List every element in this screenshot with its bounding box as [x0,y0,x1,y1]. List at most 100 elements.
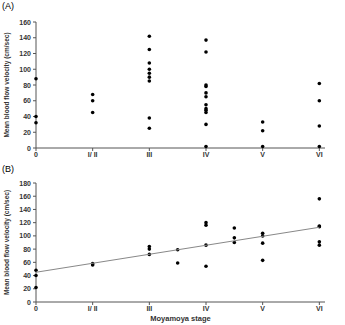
point [204,224,208,228]
y-tick-label: 100 [19,232,31,239]
y-tick [33,53,36,54]
y-tick [33,222,36,223]
point [34,121,38,125]
point [318,82,322,86]
point [204,145,208,149]
x-axis [36,302,325,303]
point [261,259,265,263]
plot-area [34,197,321,289]
point [34,268,38,272]
point [204,103,208,107]
point [318,124,322,128]
x-axis [36,148,325,149]
y-tick-label: 40 [23,272,31,279]
point [318,240,322,244]
point [148,247,152,251]
y-tick-label: 80 [23,82,31,89]
point [204,265,208,269]
point [204,38,208,42]
y-tick-label: 60 [23,259,31,266]
regression-line [36,227,319,272]
point [148,116,152,120]
point [148,127,152,131]
y-tick-label: 0 [27,299,31,306]
point [91,111,95,115]
point [91,99,95,103]
point [318,197,322,201]
x-tick-label: IV [203,305,210,312]
x-tick-label: 0 [34,305,38,312]
x-tick-label: IV [203,151,210,158]
y-tick [33,183,36,184]
point [34,286,38,290]
panel: (B)0204060801001201401601800I/ IIIIIIVVV… [2,164,325,323]
panel: (A)0204060801001201401600I/ IIIIIIVVVIMe… [2,1,325,158]
point [34,274,38,278]
y-tick-label: 20 [23,129,31,136]
point [233,226,237,230]
point [204,123,208,127]
x-tick-label: I/ II [88,305,98,312]
point [318,145,322,149]
point [34,115,38,119]
y-axis-label: Mean blood flow velocity (cm/sec) [3,190,11,295]
point [261,241,265,245]
y-tick-label: 140 [19,206,31,213]
x-tick-label: III [146,305,152,312]
y-tick [33,235,36,236]
y-tick [33,85,36,86]
point [148,67,152,71]
y-tick-label: 120 [19,50,31,57]
point [204,85,208,89]
y-axis [36,183,37,302]
y-tick-label: 20 [23,285,31,292]
y-tick [33,196,36,197]
x-tick-label: VI [316,151,323,158]
point [91,93,95,97]
point [176,261,180,265]
y-tick [33,249,36,250]
x-tick-label: VI [316,305,323,312]
y-tick [33,132,36,133]
y-tick-label: 160 [19,193,31,200]
point [204,91,208,95]
y-tick [33,69,36,70]
y-tick-label: 120 [19,219,31,226]
y-tick-label: 0 [27,145,31,152]
y-tick [33,209,36,210]
x-tick-label: III [146,151,152,158]
y-tick-label: 40 [23,113,31,120]
point [148,61,152,65]
point [261,129,265,133]
point [261,145,265,149]
point [148,79,152,83]
y-tick-label: 180 [19,180,31,187]
y-tick [33,262,36,263]
x-tick-label: I/ II [88,151,98,158]
y-tick-label: 100 [19,66,31,73]
point [148,71,152,75]
x-tick-label: 0 [34,151,38,158]
y-tick [33,37,36,38]
y-tick-label: 60 [23,97,31,104]
point [148,34,152,38]
y-axis-label: Mean blood flow velocity (cm/sec) [3,32,11,137]
point [261,120,265,124]
x-axis-label: Moyamoya stage [150,314,210,323]
point [204,111,208,115]
point [233,236,237,240]
y-tick-label: 140 [19,34,31,41]
x-tick-label: V [260,305,265,312]
plot-area [34,34,321,148]
point [318,243,322,247]
point [204,50,208,54]
panel-label: (B) [2,164,14,174]
y-tick [33,100,36,101]
point [318,99,322,103]
x-tick-label: V [260,151,265,158]
point [204,95,208,99]
point [148,75,152,79]
y-tick-label: 160 [19,19,31,26]
point [148,48,152,52]
figure: (A)0204060801001201401600I/ IIIIIIVVVIMe… [0,0,345,325]
